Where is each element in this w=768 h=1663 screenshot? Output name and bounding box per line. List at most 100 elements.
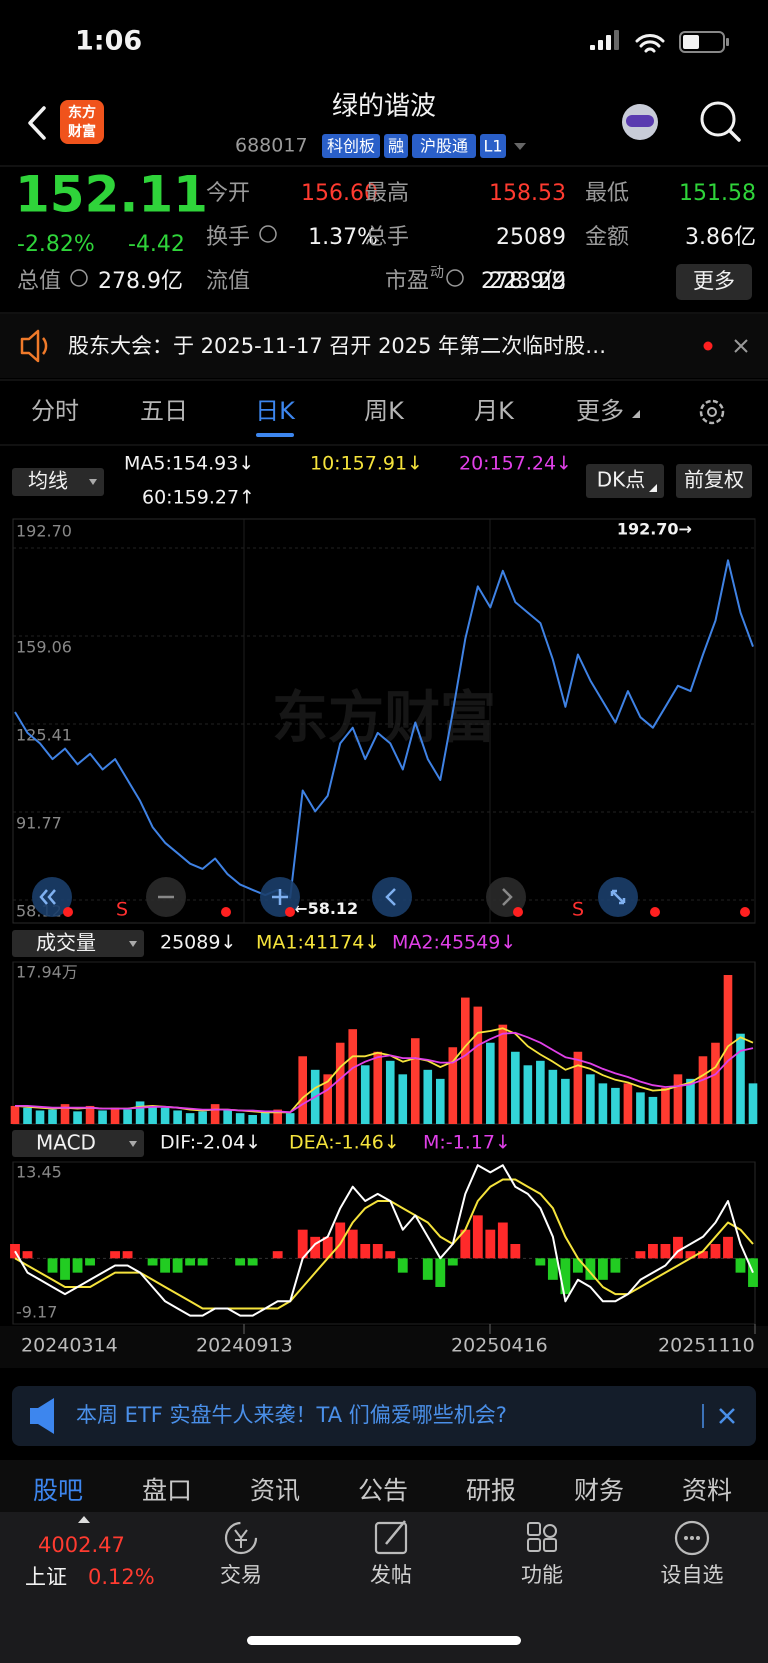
volume-bar [661, 1087, 670, 1124]
settings-gear-hub [707, 407, 717, 417]
macd-bar [472, 1215, 483, 1259]
volume-bar [448, 1047, 458, 1124]
content-tab[interactable]: 研报 [466, 1476, 516, 1505]
banner-close[interactable] [719, 1408, 735, 1424]
period-tab[interactable]: 更多 [576, 397, 624, 425]
chart-control[interactable] [372, 877, 412, 917]
index-value[interactable]: 4002.47 [38, 1533, 125, 1557]
chart-control[interactable] [32, 877, 72, 917]
ma-select-text: 均线 [28, 469, 68, 493]
quote-value: 3.86亿 [685, 225, 756, 250]
watchlist-icon [674, 1520, 710, 1556]
ma-select[interactable] [12, 468, 104, 496]
content-tab[interactable]: 资料 [682, 1476, 732, 1505]
select-caret [129, 941, 137, 947]
info-icon[interactable] [259, 225, 277, 243]
macd-bar [22, 1251, 33, 1259]
macd-bar [485, 1229, 496, 1259]
select-caret [89, 479, 97, 485]
volume-bar [711, 1042, 720, 1124]
macd-bar [660, 1244, 671, 1259]
period-tab[interactable]: 分时 [31, 397, 79, 425]
date-label: 20240314 [21, 1335, 118, 1357]
more-button[interactable] [676, 264, 752, 300]
content-tab[interactable]: 盘口 [142, 1476, 192, 1505]
volume-bar [423, 1069, 433, 1124]
macd-bar [172, 1258, 183, 1273]
content-tab[interactable]: 公告 [358, 1476, 408, 1505]
back-button[interactable] [28, 106, 46, 140]
indicator-select[interactable] [12, 930, 144, 957]
period-tab[interactable]: 五日 [140, 397, 188, 425]
period-tab[interactable]: 日K [255, 397, 296, 425]
chart-option-button[interactable] [676, 464, 752, 498]
signal-dot [221, 907, 231, 917]
nav-item[interactable]: 功能 [521, 1563, 563, 1587]
signal-dot [650, 907, 660, 917]
search-handle [728, 129, 741, 142]
period-tab[interactable]: 月K [474, 397, 515, 425]
home-indicator [247, 1636, 521, 1645]
volume-bar [210, 1104, 220, 1124]
content-tab[interactable]: 股吧 [33, 1476, 83, 1505]
volume-bar [223, 1110, 232, 1124]
macd-bar [535, 1258, 546, 1266]
content-tab[interactable]: 财务 [574, 1476, 624, 1505]
quote-label: 市盈 [385, 269, 429, 294]
tag-dropdown[interactable] [514, 143, 526, 150]
signal-dot [740, 907, 750, 917]
nav-item[interactable]: 交易 [220, 1563, 262, 1587]
macd-bar [735, 1258, 746, 1273]
volume-bar [110, 1107, 120, 1124]
period-tab[interactable]: 周K [364, 397, 405, 425]
chart-control[interactable] [486, 877, 526, 917]
quote-label: 总值 [17, 269, 61, 294]
high-annotation: 192.70→ [617, 520, 692, 539]
active-tab-underline [256, 433, 294, 437]
settings-gear[interactable] [699, 399, 725, 425]
volume-bar [10, 1105, 20, 1124]
volume-bar [360, 1065, 370, 1124]
macd-dif: DIF:-2.04↓ [160, 1132, 261, 1154]
quote-label-sup: 动 [430, 265, 444, 281]
volume-bar [723, 975, 733, 1124]
speaker-icon [20, 329, 48, 363]
volume-bar [185, 1113, 195, 1124]
volume-bar [461, 997, 470, 1124]
info-icon[interactable] [446, 269, 464, 287]
assistant-visor [626, 115, 654, 127]
market-tag [480, 134, 506, 158]
search-icon[interactable] [700, 101, 736, 137]
ma10: 10:157.91↓ [310, 453, 423, 475]
macd-bar [648, 1244, 658, 1259]
volume-bar [623, 1083, 633, 1124]
volume-bar [748, 1083, 758, 1124]
content-tab[interactable]: 资讯 [250, 1476, 300, 1505]
volume-bar [285, 1113, 295, 1124]
chart-control-icon [385, 888, 396, 906]
chart-option-button[interactable] [586, 464, 664, 498]
close-notice[interactable] [734, 339, 748, 353]
stock-name: 绿的谐波 [332, 92, 436, 122]
app-logo-text: 东方 [68, 104, 96, 121]
date-label: 20250416 [451, 1335, 548, 1357]
quote-label: 今开 [206, 181, 250, 206]
volume-bar [473, 1006, 483, 1124]
promo-text: 本周 ETF 实盘牛人来袭！TA 们偏爱哪些机会? [76, 1403, 507, 1427]
date-label: 20251110 [658, 1335, 755, 1357]
promo-banner[interactable] [12, 1386, 756, 1446]
y-tick-label: 159.06 [16, 637, 72, 656]
macd-bar [610, 1258, 621, 1273]
macd-bar [560, 1258, 571, 1295]
indicator-select[interactable] [12, 1130, 144, 1157]
macd-bar [422, 1258, 433, 1280]
chart-control-icon [610, 889, 626, 905]
volume-bar [260, 1112, 270, 1124]
nav-item[interactable]: 发帖 [370, 1563, 412, 1587]
info-icon[interactable] [70, 269, 88, 287]
nav-item[interactable]: 设自选 [661, 1563, 724, 1587]
volume-bar [135, 1101, 145, 1124]
chart-control-icon [272, 889, 288, 905]
volume-bar [348, 1029, 358, 1124]
